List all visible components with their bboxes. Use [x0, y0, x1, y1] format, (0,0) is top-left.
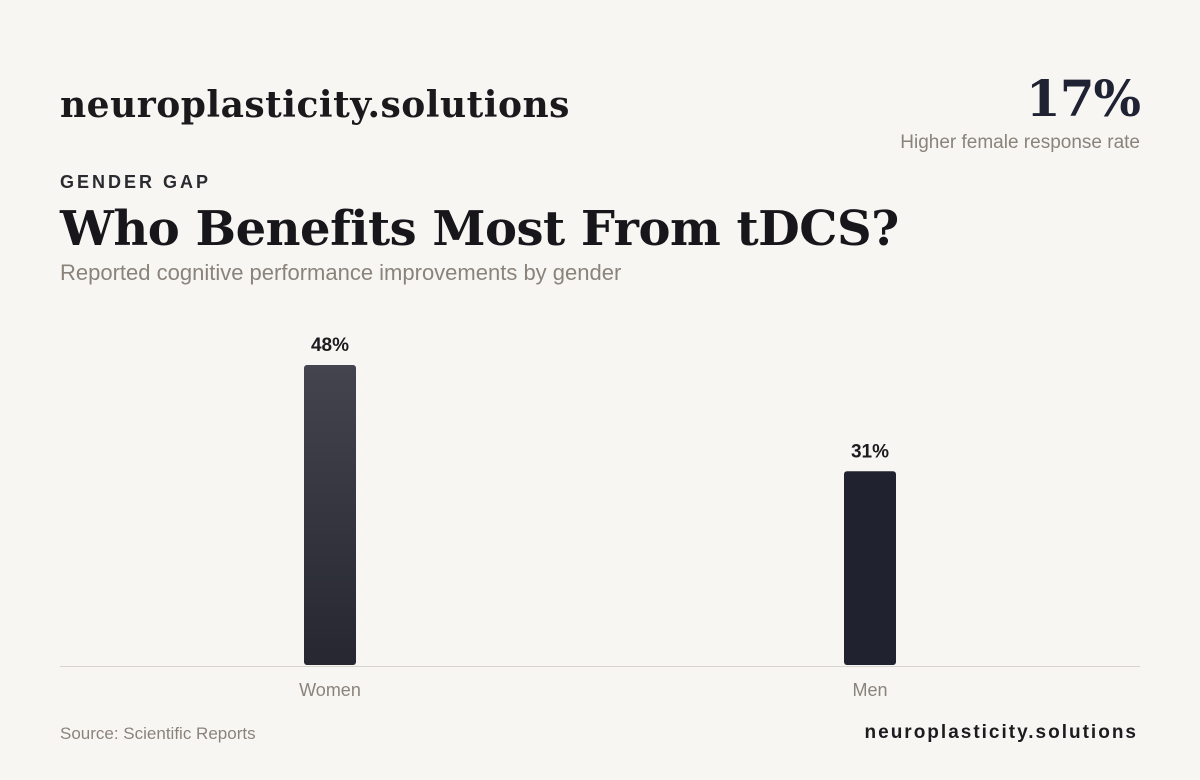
- stat-label: Higher female response rate: [900, 132, 1140, 153]
- headline-stat: 17% Higher female response rate: [900, 69, 1141, 154]
- eyebrow-label: GENDER GAP: [60, 172, 212, 192]
- value-label-men: 31%: [851, 441, 889, 462]
- bar-women: [304, 365, 356, 665]
- brand-wordmark: neuroplasticity.solutions: [60, 84, 570, 126]
- stat-value: 17%: [1025, 69, 1141, 128]
- category-label-women: Women: [299, 680, 361, 700]
- chart-subtitle: Reported cognitive performance improveme…: [60, 260, 622, 285]
- category-label-men: Men: [852, 680, 887, 700]
- bars-layer: [304, 365, 896, 665]
- chart-title: Who Benefits Most From tDCS?: [60, 201, 899, 257]
- value-label-women: 48%: [311, 335, 349, 356]
- labels-layer: 48% Women 31% Men: [299, 335, 889, 700]
- source-note: Source: Scientific Reports: [60, 724, 256, 743]
- footer-brand: neuroplasticity.solutions: [864, 722, 1138, 743]
- bar-men: [844, 471, 896, 665]
